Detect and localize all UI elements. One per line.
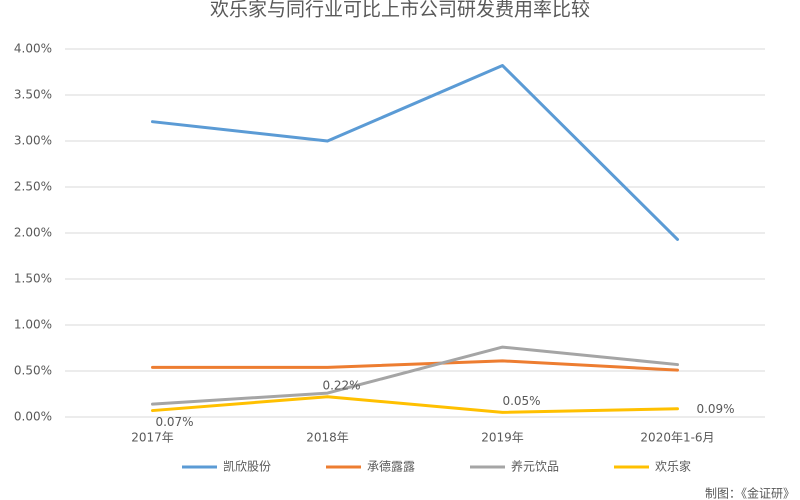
y-tick-label: 4.00% — [14, 42, 52, 56]
data-label: 0.07% — [155, 415, 193, 429]
y-tick-label: 3.00% — [14, 134, 52, 148]
source-note: 制图：《金证研》 — [705, 486, 795, 500]
data-label: 0.05% — [502, 394, 540, 408]
y-tick-label: 1.00% — [14, 318, 52, 332]
series-line — [151, 64, 679, 241]
chart-title: 欢乐家与同行业可比上市公司研发费用率比较 — [210, 0, 590, 21]
x-tick-label: 2017年 — [131, 431, 174, 445]
series-line — [151, 395, 679, 414]
series-line — [151, 359, 679, 372]
y-tick-label: 2.00% — [14, 226, 52, 240]
y-tick-label: 0.00% — [14, 410, 52, 424]
legend-label: 承德露露 — [367, 459, 415, 474]
x-tick-label: 2019年 — [481, 431, 524, 445]
data-label: 0.22% — [322, 378, 360, 392]
legend-label: 欢乐家 — [655, 459, 691, 474]
series-line — [151, 345, 679, 406]
y-tick-label: 3.50% — [14, 88, 52, 102]
data-label: 0.09% — [696, 402, 734, 416]
legend-label: 养元饮品 — [511, 459, 559, 474]
x-tick-label: 2020年1-6月 — [640, 431, 714, 445]
legend-label: 凯欣股份 — [223, 460, 271, 474]
y-tick-label: 1.50% — [14, 272, 52, 286]
y-tick-label: 0.50% — [14, 364, 52, 378]
x-tick-label: 2018年 — [306, 431, 349, 445]
y-tick-label: 2.50% — [14, 180, 52, 194]
